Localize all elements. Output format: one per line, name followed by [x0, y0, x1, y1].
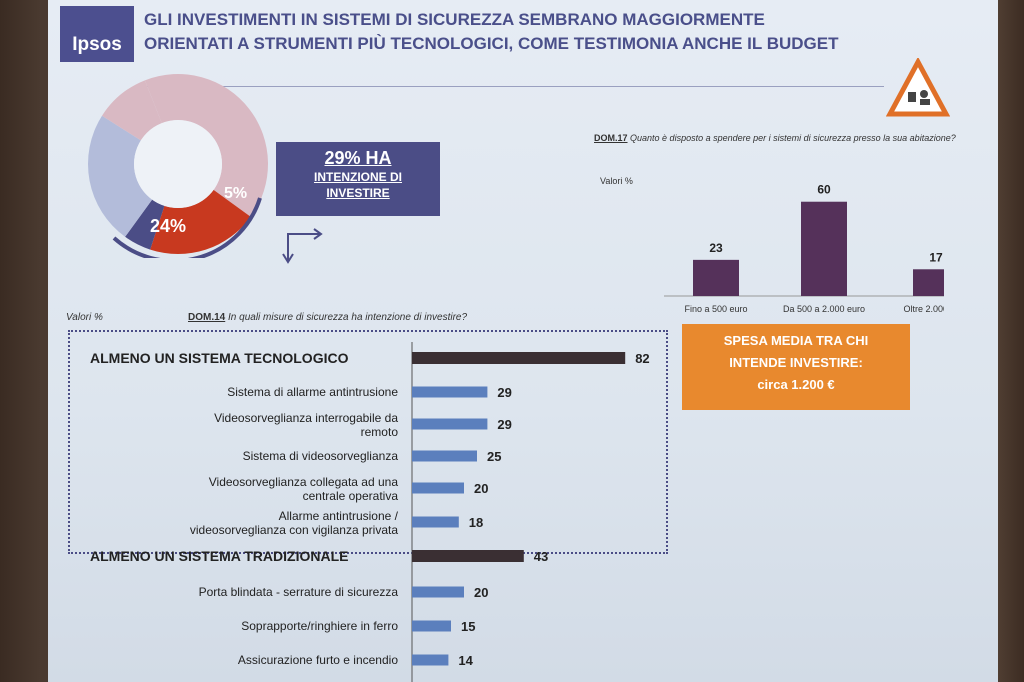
average-spend-amount: circa 1.200 €: [757, 377, 835, 392]
chart14-category-label: Videosorveglianza interrogabile da remoto: [214, 411, 398, 439]
chart14-value-label: 43: [534, 549, 548, 564]
chart14-bar: [412, 450, 477, 462]
chart14-category-label: Videosorveglianza collegata ad una centra…: [209, 475, 399, 503]
chart14-value-label: 18: [469, 515, 483, 530]
chart14-bar: [412, 620, 451, 632]
question-14-text: In quali misure di sicurezza ha intenzio…: [228, 312, 468, 323]
title-line-2: ORIENTATI A STRUMENTI PIÙ TECNOLOGICI, C…: [144, 34, 839, 53]
donut-hole: [134, 120, 222, 208]
donut-slice-red: [150, 189, 251, 255]
invest-intention-box: 29% HA INTENZIONE DI INVESTIRE: [276, 142, 440, 216]
question-14-code: DOM.14: [188, 312, 226, 323]
question-17: DOM.17 Quanto è disposto a spendere per …: [594, 132, 964, 144]
chart17-value-label: 23: [709, 241, 723, 255]
chart14-category-label: Soprapporte/ringhiere in ferro: [241, 619, 398, 633]
chart17-value-label: 17: [929, 250, 943, 264]
chart14-value-label: 25: [487, 449, 501, 464]
chart14-category-label: Assicurazione furto e incendio: [238, 653, 398, 667]
chart14-category-label: ALMENO UN SISTEMA TRADIZIONALE: [90, 548, 348, 564]
chart14-bar: [412, 418, 488, 430]
donut-slice-rest: [144, 74, 268, 217]
chart17-category-label: Oltre 2.000 euro: [903, 304, 944, 314]
slide-title: GLI INVESTIMENTI IN SISTEMI DI SICUREZZA…: [144, 8, 884, 56]
chart17-category-label: Fino a 500 euro: [684, 304, 747, 314]
donut-slice-24: [88, 115, 153, 237]
chart17-bar: [801, 201, 847, 296]
chart14-category-label: Sistema di allarme antintrusione: [227, 385, 398, 399]
invest-line-1: INTENZIONE DI: [313, 170, 402, 184]
average-spend-line-1: SPESA MEDIA TRA CHI: [723, 333, 869, 348]
chart14-value-label: 29: [497, 417, 511, 432]
branch-arrow-icon: [282, 228, 323, 264]
chart17-bar: [693, 259, 739, 296]
title-divider: [144, 86, 884, 87]
donut-slice-rest-2: [102, 80, 162, 141]
question-14: DOM.14 In quali misure di sicurezza ha i…: [188, 312, 467, 323]
donut-chart: 24% 5%: [88, 74, 268, 258]
chart14-category-label: Porta blindata - serrature di sicurezza: [199, 585, 399, 599]
chart14-bar: [412, 482, 464, 494]
chart14-value-label: 82: [635, 351, 649, 366]
average-spend-box: SPESA MEDIA TRA CHI INTENDE INVESTIRE: c…: [682, 324, 910, 410]
donut-label-5: 5%: [224, 185, 247, 202]
chart14-value-label: 15: [461, 619, 475, 634]
title-line-1: GLI INVESTIMENTI IN SISTEMI DI SICUREZZA…: [144, 10, 765, 29]
chart17-value-label: 60: [817, 183, 831, 197]
chart17-bar: [913, 269, 944, 296]
chart17-values-label: Valori %: [600, 176, 633, 186]
warning-triangle-icon: [886, 58, 950, 117]
chart17-category-label: Da 500 a 2.000 euro: [783, 304, 865, 314]
chart14-bar: [412, 386, 488, 398]
chart14-category-label: ALMENO UN SISTEMA TECNOLOGICO: [90, 350, 349, 366]
donut-underline-arc: [112, 197, 262, 258]
chart14-value-label: 20: [474, 481, 488, 496]
donut-label-24: 24%: [150, 216, 186, 236]
technological-group-frame: [68, 330, 668, 554]
spending-bar-chart: 23 Fino a 500 euro 60 Da 500 a 2.000 euro 17…: [664, 183, 944, 314]
invest-percent: 29% HA: [324, 148, 392, 168]
chart14-value-label: 29: [497, 385, 511, 400]
question-17-text: Quanto è disposto a spendere per i siste…: [630, 133, 956, 143]
chart14-bar: [412, 586, 464, 598]
chart14-bar: [412, 654, 449, 666]
chart14-bar: [412, 550, 524, 562]
donut-slice-5: [125, 199, 165, 250]
chart14-bar: [412, 352, 626, 364]
slide: Ipsos GLI INVESTIMENTI IN SISTEMI DI SIC…: [48, 0, 998, 682]
chart14-value-label: 14: [458, 653, 473, 668]
chart14-category-label: Allarme antintrusione / videosorveglianza…: [190, 509, 399, 537]
ipsos-logo: Ipsos: [60, 6, 134, 62]
chart14-category-label: Sistema di videosorveglianza: [243, 449, 399, 463]
invest-line-2: INVESTIRE: [326, 186, 390, 200]
question-17-code: DOM.17: [594, 133, 628, 143]
chart14-bar: [412, 516, 459, 528]
chart14-value-label: 20: [474, 585, 488, 600]
chart14-values-label: Valori %: [66, 312, 103, 323]
average-spend-line-2: INTENDE INVESTIRE:: [729, 355, 863, 370]
security-measures-bar-chart: 82 ALMENO UN SISTEMA TECNOLOGICO 29 Sistema…: [90, 342, 650, 682]
